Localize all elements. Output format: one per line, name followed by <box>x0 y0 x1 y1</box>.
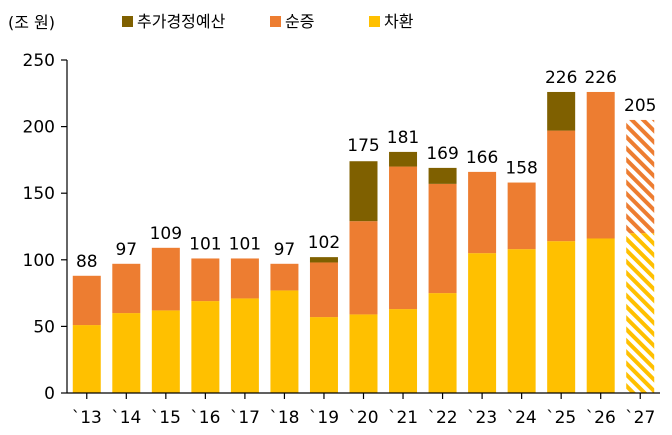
bar-15-series-0 <box>151 310 180 393</box>
bar-25-series-2 <box>547 91 576 131</box>
legend: 추가경정예산 순증 차환 <box>122 12 414 31</box>
bar-20-series-0 <box>349 314 378 393</box>
data-label: 166 <box>466 148 498 168</box>
x-tick-label: `21 <box>388 408 418 428</box>
data-label: 101 <box>189 234 221 254</box>
bar-27-series-1 <box>626 119 655 234</box>
data-label: 158 <box>505 159 537 179</box>
legend-label: 순증 <box>285 12 314 31</box>
x-tick-label: `22 <box>427 408 457 428</box>
bar-26-series-0 <box>586 238 615 393</box>
x-tick-label: `26 <box>586 408 616 428</box>
x-tick-label: `24 <box>507 408 537 428</box>
x-tick-label: `27 <box>625 408 655 428</box>
bars <box>72 91 655 393</box>
bar-25-series-0 <box>547 241 576 393</box>
y-tick-label: 0 <box>44 384 55 404</box>
bar-13-series-1 <box>72 275 101 326</box>
x-tick-label: `18 <box>269 408 299 428</box>
x-tick-label: `13 <box>72 408 102 428</box>
y-tick-label: 100 <box>23 251 55 271</box>
data-label: 181 <box>387 128 419 148</box>
bar-23-series-1 <box>468 171 497 254</box>
bar-14-series-1 <box>112 263 141 314</box>
unit-label: (조 원) <box>8 13 55 32</box>
bar-16-series-1 <box>191 258 220 302</box>
bar-25-series-1 <box>547 130 576 242</box>
bar-21-series-2 <box>389 151 418 167</box>
y-axis: 0 50 100 150 200 250 <box>23 51 68 404</box>
legend-swatch <box>369 16 380 27</box>
bar-20-series-1 <box>349 221 378 315</box>
y-tick-label: 250 <box>23 51 55 71</box>
x-axis: `13 `14 `15 `16 `17 `18 `19 `20 `21 `22 `23 `24 `25 `… <box>67 392 660 428</box>
bar-19-series-2 <box>309 257 338 263</box>
bar-18-series-0 <box>270 290 299 393</box>
y-tick-label: 200 <box>23 118 55 138</box>
legend-swatch <box>270 16 281 27</box>
data-label: 101 <box>229 234 261 254</box>
x-tick-label: `19 <box>309 408 339 428</box>
data-labels: 88 97 109 101 101 97 102 175 181 169 166 158 226 226 2… <box>76 68 657 272</box>
legend-swatch <box>122 16 133 27</box>
bar-20-series-2 <box>349 161 378 222</box>
bar-21-series-0 <box>389 309 418 393</box>
x-tick-label: `20 <box>348 408 378 428</box>
bar-22-series-0 <box>428 293 457 393</box>
bar-21-series-1 <box>389 166 418 310</box>
bar-24-series-1 <box>507 182 536 250</box>
bar-27-series-0 <box>626 233 655 393</box>
data-label: 226 <box>545 68 577 88</box>
data-label: 97 <box>115 240 137 260</box>
x-tick-label: `17 <box>230 408 260 428</box>
bar-18-series-1 <box>270 263 299 291</box>
data-label: 226 <box>584 68 616 88</box>
bar-19-series-0 <box>309 317 338 393</box>
bar-13-series-0 <box>72 325 101 393</box>
data-label: 175 <box>347 136 379 156</box>
data-label: 169 <box>426 144 458 164</box>
bar-26-series-1 <box>586 91 615 239</box>
y-tick-label: 150 <box>23 184 55 204</box>
data-label: 102 <box>308 233 340 253</box>
bar-23-series-0 <box>468 253 497 393</box>
bar-22-series-1 <box>428 183 457 294</box>
x-tick-label: `14 <box>111 408 141 428</box>
bar-16-series-0 <box>191 301 220 393</box>
bar-24-series-0 <box>507 249 536 393</box>
bar-22-series-2 <box>428 167 457 184</box>
y-tick-label: 50 <box>33 317 55 337</box>
bar-14-series-0 <box>112 313 141 393</box>
bar-15-series-1 <box>151 247 180 311</box>
bar-19-series-1 <box>309 262 338 318</box>
legend-label: 추가경정예산 <box>137 12 226 31</box>
x-tick-label: `23 <box>467 408 497 428</box>
bar-17-series-0 <box>230 298 259 393</box>
x-tick-label: `16 <box>190 408 220 428</box>
data-label: 97 <box>274 240 296 260</box>
bar-17-series-1 <box>230 258 259 299</box>
x-tick-label: `15 <box>151 408 181 428</box>
x-tick-label: `25 <box>546 408 576 428</box>
data-label: 109 <box>150 224 182 244</box>
data-label: 205 <box>624 96 656 116</box>
data-label: 88 <box>76 252 98 272</box>
legend-label: 차환 <box>384 12 414 31</box>
